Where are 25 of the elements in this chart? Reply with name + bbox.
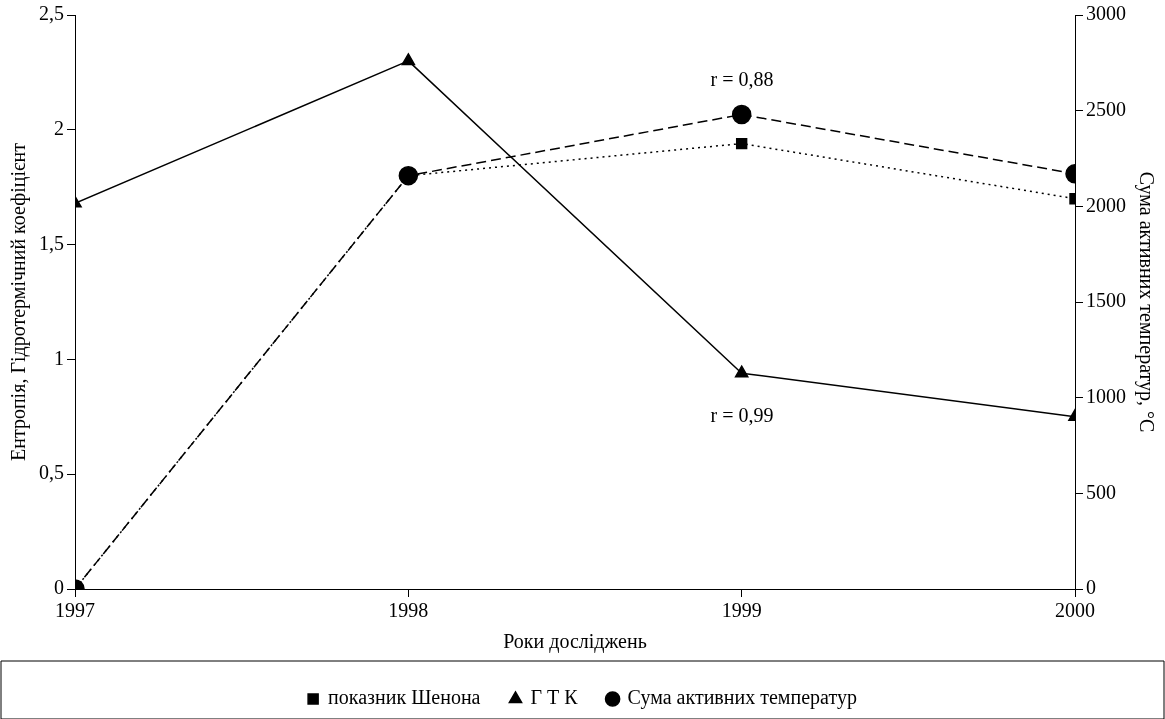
- y-tick-label: 2,5: [39, 2, 64, 25]
- x-tick-label: 1997: [55, 599, 95, 622]
- legend-label: Сума активних температур: [627, 686, 857, 710]
- y2-tick-label: 1500: [1086, 289, 1126, 312]
- x-tick-label: 1998: [388, 599, 429, 622]
- x-tick-label: 1999: [721, 599, 762, 622]
- annotation: r = 0,99: [710, 404, 774, 427]
- y-tick-label: 0,5: [39, 461, 64, 484]
- x-axis-title: Роки досліджень: [503, 630, 647, 654]
- y2-tick-label: 1000: [1086, 384, 1126, 407]
- y2-tick-label: 3000: [1086, 2, 1126, 25]
- y2-tick-label: 2500: [1086, 97, 1126, 120]
- legend-label: показник Шенона: [328, 686, 481, 709]
- annotation: r = 0,88: [710, 68, 774, 91]
- y-tick-label: 0: [54, 576, 64, 599]
- y-tick-label: 1,5: [39, 231, 64, 254]
- y-axis-title: Ентропія, Гідротермічний коефіцієнт: [7, 142, 31, 461]
- y-tick-label: 2: [54, 117, 64, 140]
- y2-tick-label: 2000: [1086, 193, 1126, 216]
- y2-tick-label: 0: [1086, 576, 1096, 599]
- y2-tick-label: 500: [1086, 480, 1116, 503]
- x-tick-label: 2000: [1055, 599, 1095, 622]
- y-tick-label: 1: [54, 346, 64, 369]
- y2-axis-title: Сума активних температур, °C: [1134, 171, 1158, 433]
- legend-label: Г Т К: [530, 686, 579, 709]
